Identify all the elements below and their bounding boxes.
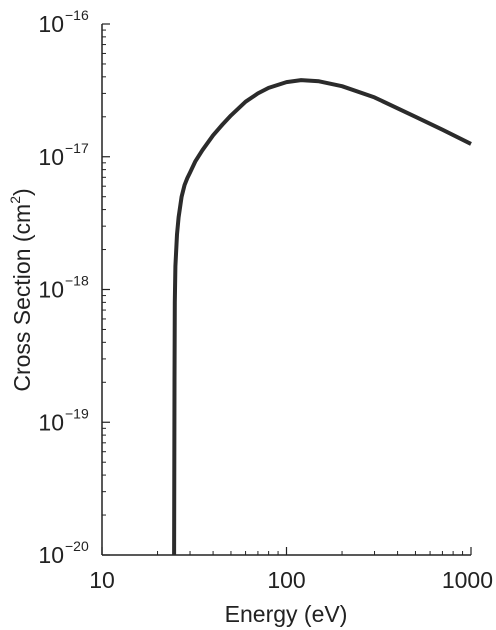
x-tick-label: 10 [89,567,115,593]
y-axis-title-main: Cross Section (cm [9,204,35,392]
y-tick-base: 10 [38,144,64,170]
y-tick-base: 10 [38,542,64,568]
series-line-cross-section [172,78,472,556]
y-tick-exponent: −17 [65,140,89,156]
y-tick-exponent: −19 [65,405,89,421]
y-tick-label: 10 [38,144,64,170]
y-tick-base: 10 [38,277,64,303]
y-tick-base: 10 [38,409,64,435]
x-tick-label: 100 [267,567,305,593]
x-axis-title: Energy (eV) [225,601,348,627]
y-axis-title-close: ) [9,188,35,196]
y-tick-base: 10 [38,11,64,37]
series-layer [172,78,472,556]
ticks [101,23,472,556]
y-tick-label: 10 [38,409,64,435]
axes [101,24,471,556]
y-axis-title-exp: 2 [7,196,23,204]
y-tick-exponent: −16 [65,7,89,23]
y-axis-title: Cross Section (cm2) [7,188,35,391]
y-tick-label: 10 [38,542,64,568]
y-tick-exponent: −18 [65,273,89,289]
x-tick-label: 1000 [442,567,493,593]
y-tick-exponent: −20 [65,538,89,554]
y-tick-label: 10 [38,277,64,303]
y-tick-label: 10 [38,11,64,37]
